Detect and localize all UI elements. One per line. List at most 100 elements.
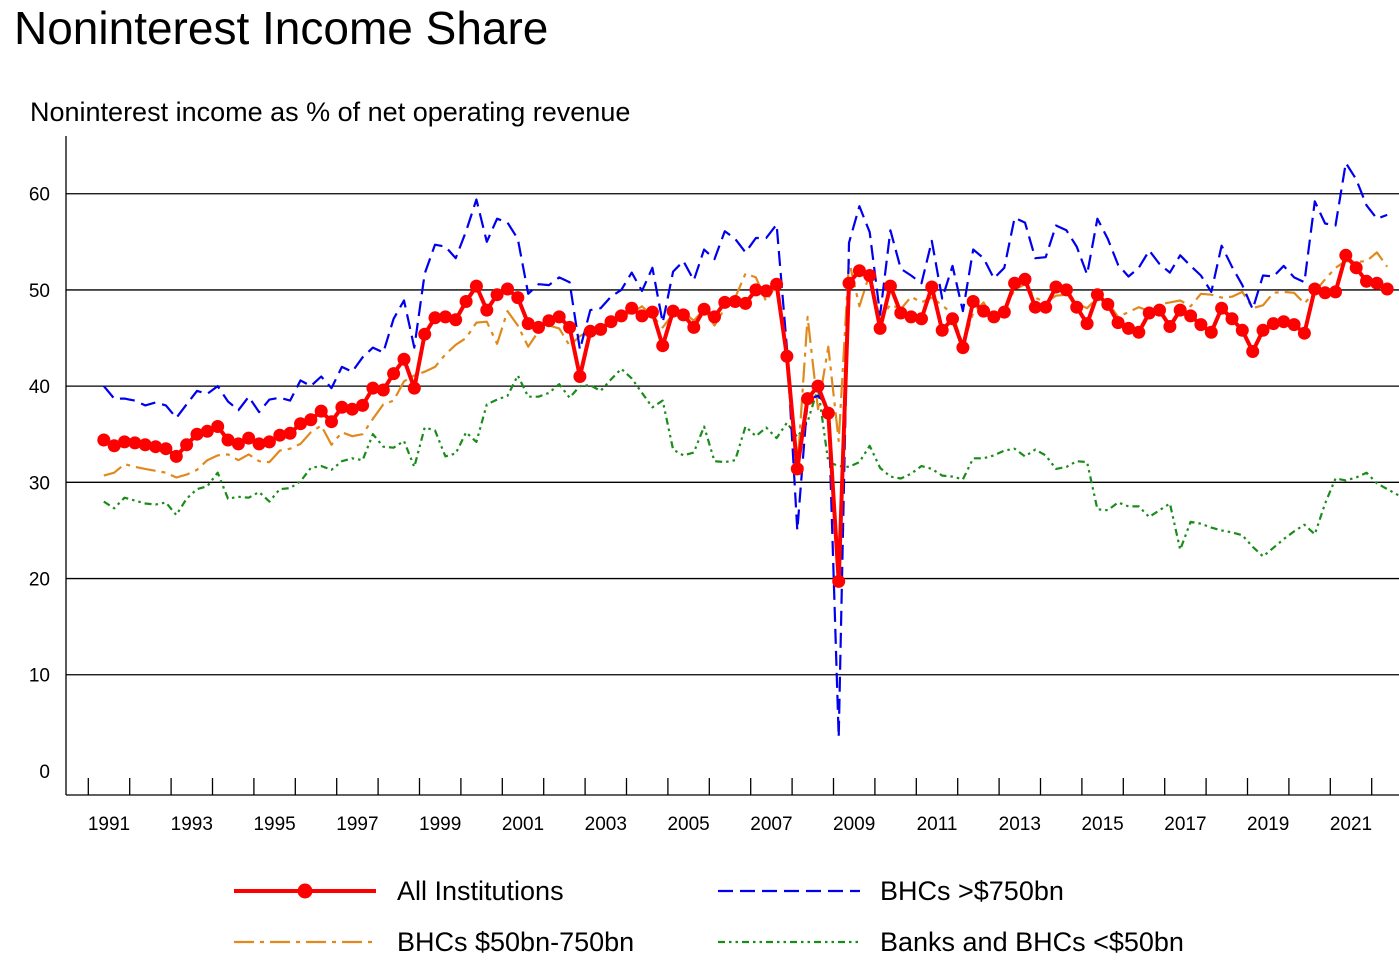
data-point-all [1297,326,1311,340]
data-point-all [1070,300,1084,314]
data-point-all [635,309,649,323]
data-point-all [987,310,1001,324]
data-point-all [1008,276,1022,290]
y-tick-label: 50 [29,281,50,302]
data-point-all [118,435,131,449]
x-tick-label: 2021 [1330,814,1372,835]
data-point-all [418,327,432,341]
legend-item-all-institutions: All Institutions [232,871,632,911]
data-point-all [242,431,256,445]
data-point-all [697,302,711,316]
data-point-all [915,312,928,326]
legend-swatch-banks-small [718,940,860,944]
data-point-all [625,301,639,315]
data-point-all [1039,300,1053,314]
data-point-all [1018,272,1032,286]
data-point-all [1111,316,1125,330]
data-point-all [1380,282,1394,296]
data-point-all [128,436,142,450]
y-tick-label: 10 [29,666,50,687]
axes: 0 10 20 30 40 50 60 1991 1993 1995 1997 1999 2001 200… [29,136,1399,835]
data-point-all [231,437,245,451]
legend-label-bhcs-mid: BHCs $50bn-750bn [397,927,635,957]
data-point-all [946,312,959,326]
data-point-all [604,315,618,329]
data-point-all [1215,301,1229,315]
x-tick-label: 1995 [253,814,295,835]
y-tick-label: 60 [29,185,50,206]
legend-label-banks-small: Banks and BHCs <$50bn [880,927,1184,957]
legend-label-bhcs-large: BHCs >$750bn [880,876,1064,906]
data-point-all [687,320,701,334]
data-point-all [863,269,877,282]
data-point-all [749,283,763,297]
x-tick-label: 2009 [833,814,875,835]
data-point-all [1235,323,1249,337]
data-point-all [438,310,452,324]
data-point-all [801,392,815,406]
data-point-all [1360,274,1373,288]
data-point-all [449,313,463,327]
data-point-all [190,427,204,441]
data-point-all [1028,300,1042,314]
data-point-all [428,311,442,325]
data-point-all [1090,288,1104,302]
data-point-all [563,320,577,334]
gridlines [66,193,1399,676]
data-point-all [1277,315,1291,329]
data-point-all [273,428,287,442]
data-point-all [1204,325,1218,339]
data-point-all [645,305,659,319]
data-point-all [366,381,380,395]
legend-item-bhcs-mid: BHCs $50bn-750bn [232,922,692,962]
data-point-all [676,308,690,322]
data-point-all [180,438,194,452]
y-tick-label: 30 [29,473,50,494]
legend-marker [297,883,313,899]
series-layer [97,161,1399,739]
data-point-all [304,413,318,427]
data-point-all [149,440,163,454]
data-point-all [1153,303,1166,317]
data-point-all [873,321,887,335]
x-tick-label: 2019 [1247,814,1289,835]
data-point-all [811,379,825,393]
data-point-all [770,277,784,291]
data-point-all [1142,306,1156,320]
x-tick-label: 1993 [171,814,213,835]
data-point-all [925,280,939,294]
data-point-all [780,349,794,363]
x-tick-label: 1997 [336,814,378,835]
data-point-all [501,282,514,296]
data-point-all [894,306,908,320]
data-point-all [97,433,111,447]
data-point-all [1246,345,1260,358]
chart-subtitle: Noninterest income as % of net operating… [30,97,631,127]
data-point-all [977,304,991,318]
data-point-all [521,317,535,331]
data-point-all [325,415,338,429]
data-point-all [469,279,483,293]
data-point-all [159,442,173,456]
data-point-all [387,367,401,381]
data-point-all [1132,325,1146,339]
data-point-all [904,310,918,324]
data-point-all [1184,309,1198,323]
data-point-all [262,435,276,449]
data-point-all [656,339,670,353]
data-point-all [728,295,742,308]
data-point-all [790,462,804,476]
data-point-all [1349,261,1363,275]
x-tick-label: 1991 [88,814,130,835]
legend-swatch-all-institutions [234,883,376,899]
data-point-all [1318,286,1332,300]
data-point-all [397,352,411,366]
data-point-all [532,320,545,334]
x-tick-label: 2011 [917,814,958,835]
data-point-all [583,324,597,338]
legend-swatch-bhcs-large [718,889,860,893]
data-point-all [1266,317,1280,331]
data-point-all [345,402,359,416]
data-point-all [1370,276,1384,290]
x-tick-label: 2017 [1164,814,1206,835]
